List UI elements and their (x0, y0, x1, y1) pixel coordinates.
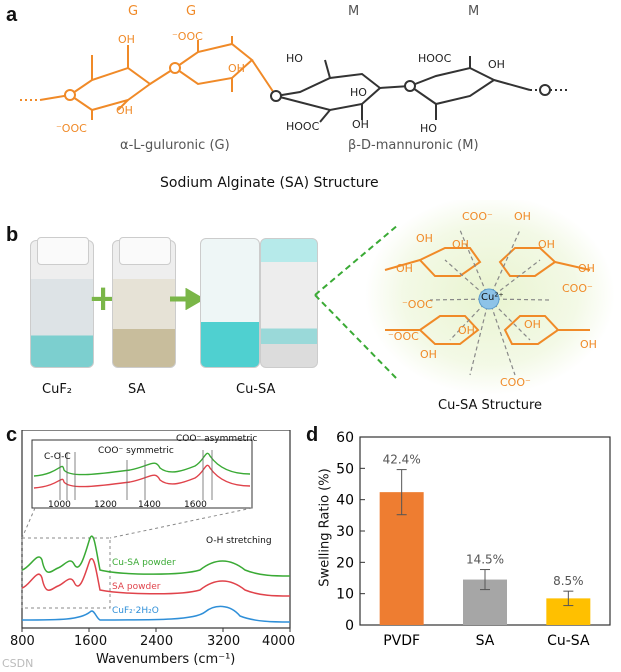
data-label: 8.5% (553, 574, 584, 588)
group-oh-a1: OH (118, 33, 135, 46)
swelling-bar-chart: 0 10 20 30 40 50 60 42.4% PVDF 14.5% SA 8.5% Cu-SA (336, 430, 611, 649)
x-category-label: PVDF (383, 633, 420, 649)
unit-label-m2: M (468, 4, 480, 19)
ftir-xtick-4000: 4000 (262, 634, 296, 649)
legend-cu-sa-powder: Cu-SA powder (112, 558, 176, 568)
group-oh-a2: OH (228, 62, 245, 75)
group-hooc-a2: HOOC (418, 52, 452, 65)
group-ho-a3: HO (420, 122, 437, 135)
x-category-label: Cu-SA (547, 633, 590, 649)
cu-sa-group-7: OH (578, 262, 595, 275)
cu-sa-group-13: OH (580, 338, 597, 351)
label-sa: SA (128, 382, 146, 397)
group-oh-a5: OH (488, 58, 505, 71)
unit-label-g2: G (186, 4, 197, 19)
label-cuf2: CuF₂ (42, 382, 73, 397)
arrow-icon (170, 288, 202, 310)
y-tick-label: 30 (336, 524, 354, 540)
legend-sa-powder: SA powder (112, 582, 161, 592)
cu-sa-group-15: COO⁻ (500, 376, 531, 389)
cu-sa-group-11: OH (524, 318, 541, 331)
group-ho-a2: HO (350, 86, 367, 99)
y-tick-label: 40 (336, 493, 354, 509)
data-label: 14.5% (466, 553, 504, 567)
cu-sa-group-10: OH (458, 324, 475, 337)
ftir-chart (21, 430, 291, 632)
group-coo-a2: ⁻OOC (56, 122, 87, 135)
group-oh-a4: OH (352, 118, 369, 131)
cu-sa-group-8: COO⁻ (562, 282, 593, 295)
panel-letter-c: c (6, 424, 18, 446)
unit-label-g1: G (128, 4, 139, 19)
y-tick-label: 10 (336, 587, 354, 603)
cu-sa-group-5: OH (538, 238, 555, 251)
vial-cuf2 (30, 237, 94, 368)
panel-letter-a: a (6, 4, 18, 26)
inset-label-coo-sym: COO⁻ symmetric (98, 446, 174, 456)
cu-sa-group-9: ⁻OOC (402, 298, 433, 311)
y-tick-label: 20 (336, 555, 354, 571)
inset-label-coo-asym: COO⁻ asymmetric (176, 434, 258, 444)
ftir-xlabel: Wavenumbers (cm⁻¹) (96, 652, 236, 667)
vial-sa (112, 237, 176, 368)
unit-label-m1: M (348, 4, 360, 19)
cu-sa-group-4: OH (452, 238, 469, 251)
inset-curve-sa (33, 464, 251, 489)
bar-ylabel: Swelling Ratio (%) (317, 468, 333, 587)
ftir-xtick-3200: 3200 (207, 634, 241, 649)
alginate-structure-diagram (20, 36, 570, 123)
structure-title-sa: Sodium Alginate (SA) Structure (160, 175, 379, 191)
vial-cu-sa-1 (200, 238, 260, 368)
cu-sa-structure-title: Cu-SA Structure (438, 398, 542, 413)
panel-letter-d: d (306, 424, 319, 446)
group-ho-a1: HO (286, 52, 303, 65)
ftir-inset-frame (31, 439, 253, 509)
data-label: 42.4% (383, 453, 421, 467)
group-oh-a3: OH (116, 104, 133, 117)
panel-letter-b: b (6, 224, 19, 246)
vial-cu-sa-2 (260, 238, 318, 368)
label-cu-sa: Cu-SA (236, 382, 276, 397)
curve-cuf2 (21, 605, 291, 623)
y-tick-label: 60 (336, 430, 354, 446)
curve-sa (21, 557, 291, 597)
ftir-xtick-800: 800 (10, 634, 35, 649)
caption-guluronic: α-L-guluronic (G) (120, 138, 230, 153)
group-hooc-a1: HOOC (286, 120, 320, 133)
cu-sa-group-12: OH (420, 348, 437, 361)
caption-mannuronic: β-D-mannuronic (M) (348, 138, 479, 153)
watermark: CSDN (2, 657, 34, 670)
inset-xtick-1400: 1400 (138, 500, 161, 510)
legend-cuf2: CuF₂·2H₂O (112, 606, 159, 616)
cu-sa-structure-diagram (314, 200, 615, 395)
y-tick-label: 50 (336, 461, 354, 477)
ftir-xtick-1600: 1600 (74, 634, 108, 649)
inset-xtick-1000: 1000 (48, 500, 71, 510)
inset-label-coc: C-O-C (44, 452, 71, 462)
inset-xtick-1200: 1200 (94, 500, 117, 510)
cu-sa-group-3: OH (416, 232, 433, 245)
x-category-label: SA (476, 633, 495, 649)
ftir-xtick-2400: 2400 (140, 634, 174, 649)
inset-curve-cu-sa (33, 452, 251, 477)
cu-sa-group-14: ⁻OOC (388, 330, 419, 343)
group-coo-a1: ⁻OOC (172, 30, 203, 43)
cu-sa-group-6: OH (396, 262, 413, 275)
annotation-oh-stretching: O-H stretching (206, 536, 272, 546)
cu-sa-group-2: OH (514, 210, 531, 223)
y-tick-label: 0 (345, 618, 354, 634)
cu-sa-group-1: COO⁻ (462, 210, 493, 223)
cu-ion-label: Cu²⁺ (481, 292, 504, 303)
inset-xtick-1600: 1600 (184, 500, 207, 510)
curve-cu-sa (21, 535, 291, 577)
